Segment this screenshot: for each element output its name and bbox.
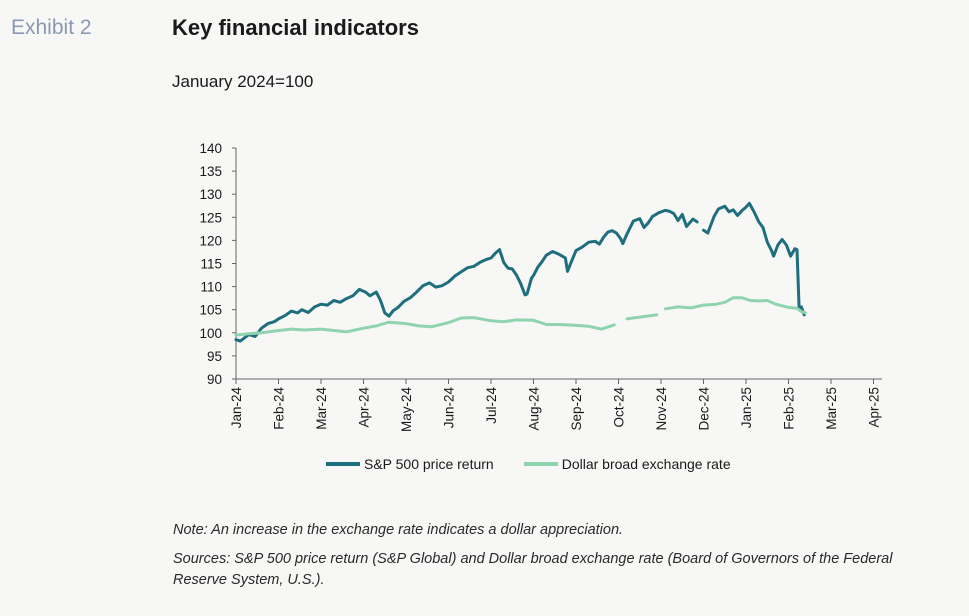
x-tick-label: Dec-24 <box>697 387 712 431</box>
y-tick-label: 115 <box>200 257 222 272</box>
legend-item-sp500: S&P 500 price return <box>326 456 494 472</box>
y-tick-label: 130 <box>199 187 222 202</box>
x-tick-label: Apr-25 <box>867 387 882 428</box>
x-tick-label: Mar-24 <box>314 387 329 430</box>
x-tick-label: Apr-24 <box>357 387 372 428</box>
x-tick-label: Mar-25 <box>824 387 839 430</box>
chart-note: Note: An increase in the exchange rate i… <box>173 522 624 538</box>
x-tick-label: Sep-24 <box>569 387 584 431</box>
x-tick-label: May-24 <box>399 387 414 433</box>
series-line-sp500 <box>702 201 806 317</box>
y-tick-label: 105 <box>199 303 222 318</box>
legend-swatch-sp500 <box>326 462 360 466</box>
y-tick-label: 125 <box>199 210 222 225</box>
legend-label-sp500: S&P 500 price return <box>364 456 494 472</box>
x-tick-label: Jan-25 <box>739 387 754 428</box>
legend-swatch-dollar <box>523 462 558 466</box>
x-tick-label: Oct-24 <box>612 387 627 428</box>
x-tick-label: Jan-24 <box>229 387 244 429</box>
x-tick-label: Feb-25 <box>782 387 797 430</box>
y-tick-label: 110 <box>200 280 222 295</box>
series-line-dollar <box>625 313 659 321</box>
chart-subtitle: January 2024=100 <box>172 72 314 91</box>
legend-label-dollar: Dollar broad exchange rate <box>561 456 731 472</box>
y-tick-label: 120 <box>199 233 222 248</box>
legend-item-dollar: Dollar broad exchange rate <box>523 456 731 472</box>
series-line-sp500 <box>234 208 699 343</box>
x-tick-label: Aug-24 <box>527 387 542 431</box>
x-tick-label: Feb-24 <box>272 387 287 430</box>
chart-sources: Sources: S&P 500 price return (S&P Globa… <box>173 551 893 588</box>
x-tick-label: Jun-24 <box>442 387 457 429</box>
exhibit-label: Exhibit 2 <box>11 16 92 39</box>
series-line-dollar <box>663 296 807 315</box>
x-tick-label: Nov-24 <box>654 387 669 431</box>
series-line-dollar <box>234 316 616 337</box>
chart-title: Key financial indicators <box>172 15 419 40</box>
x-tick-label: Jul-24 <box>484 387 499 424</box>
y-tick-label: 90 <box>207 372 222 387</box>
chart-legend: S&P 500 price return Dollar broad exchan… <box>326 456 731 472</box>
y-tick-label: 135 <box>199 164 222 179</box>
y-tick-label: 140 <box>199 141 222 156</box>
y-tick-label: 100 <box>199 326 222 341</box>
y-tick-label: 95 <box>207 349 222 364</box>
